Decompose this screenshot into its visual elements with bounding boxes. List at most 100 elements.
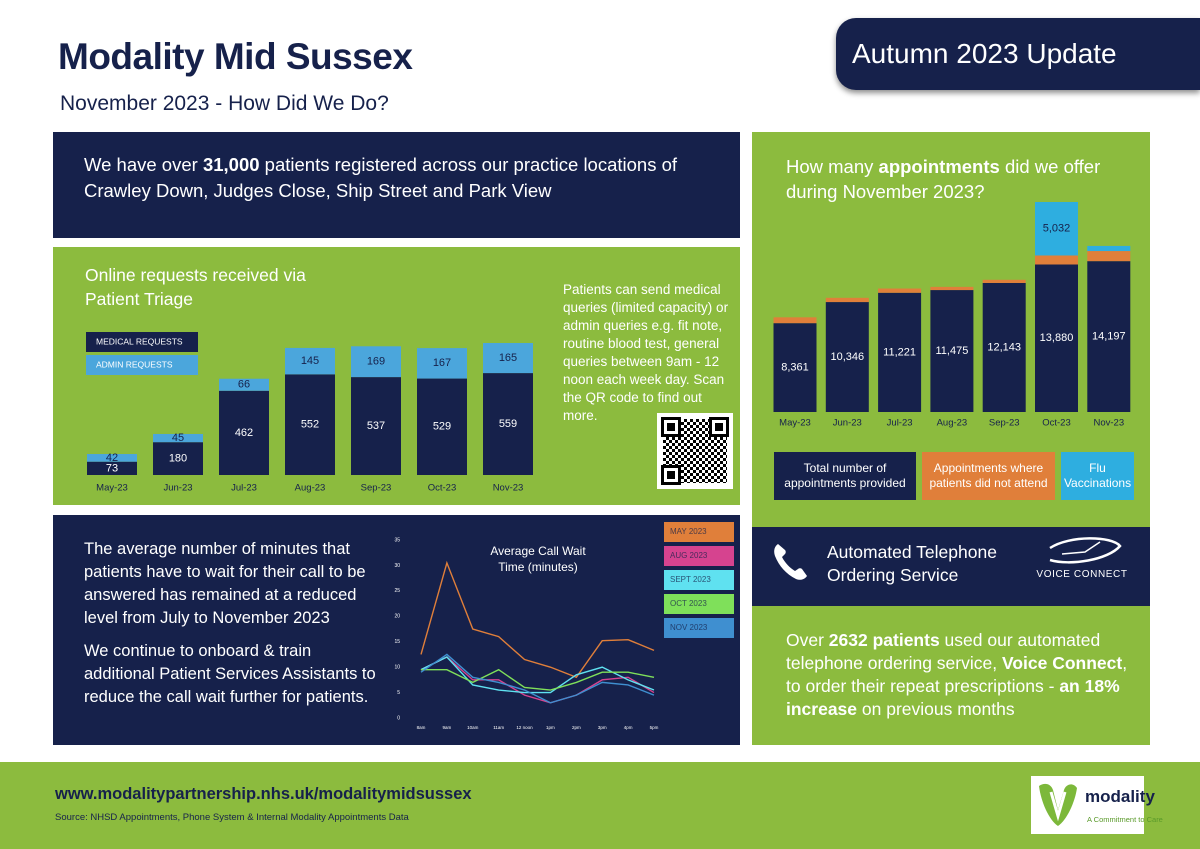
qr-code	[657, 413, 733, 489]
x-tick-label: Sep-23	[361, 483, 392, 494]
text-segment: patients registered across our practice …	[84, 154, 678, 201]
data-label: 559	[499, 418, 517, 430]
legend-label: MEDICAL REQUESTS	[96, 336, 183, 346]
chart-title: How many appointments did we offer durin…	[786, 154, 1126, 204]
qr-finder	[709, 417, 729, 437]
swoosh	[1061, 541, 1101, 555]
legend-swatch	[664, 546, 734, 566]
call-wait-text: The average number of minutes that patie…	[84, 538, 384, 719]
bar-segment	[417, 378, 467, 475]
x-tick-label: 8am	[417, 725, 426, 730]
logo-word: modality	[1085, 787, 1155, 806]
note-text: Patients can send medical queries (limit…	[563, 282, 729, 423]
bar-segment	[825, 302, 869, 412]
x-tick-label: 2pm	[572, 725, 581, 730]
y-tick-label: 25	[394, 588, 400, 594]
legend-swatch	[86, 355, 198, 375]
legend-swatch	[664, 570, 734, 590]
data-label: 5,032	[1043, 223, 1071, 235]
legend-label: ADMIN REQUESTS	[96, 359, 173, 369]
x-tick-label: 12 noon	[516, 725, 533, 730]
bar-segment	[153, 433, 203, 443]
data-label: 165	[499, 352, 517, 364]
x-tick-label: 1pm	[546, 725, 555, 730]
chart-title: Average Call Wait Time (minutes)	[490, 544, 586, 574]
x-tick-label: 3pm	[598, 725, 607, 730]
logo-v	[1049, 791, 1067, 822]
legend-label: OCT 2023	[670, 599, 707, 608]
legend-label: AUG 2023	[670, 551, 708, 560]
phone-shape	[774, 544, 807, 580]
data-label: 45	[172, 432, 184, 444]
paragraph: We continue to onboard & train additiona…	[84, 642, 376, 706]
bar-segment	[285, 374, 335, 475]
x-tick-label: Nov-23	[493, 483, 524, 494]
line-series	[420, 653, 655, 704]
x-tick-label: Nov-23	[1093, 418, 1124, 429]
bar-segment	[1035, 255, 1078, 265]
bar-segment	[825, 297, 869, 303]
y-tick-label: 5	[397, 690, 400, 696]
telephone-band	[752, 527, 1150, 606]
voice-connect-swoosh	[1049, 537, 1122, 564]
y-tick-label: 0	[397, 715, 400, 721]
legend-label: SEPT 2023	[670, 575, 711, 584]
line-series	[420, 656, 655, 704]
page-title: Modality Mid Sussex	[58, 36, 413, 77]
phone-icon	[774, 544, 807, 580]
text-segment: 31,000	[202, 154, 260, 175]
voice-connect-logo: VOICE CONNECT	[1036, 569, 1128, 580]
data-label: 462	[235, 427, 253, 439]
bar-segment	[153, 442, 203, 475]
line-series	[420, 560, 655, 679]
text-segment: , to order their repeat prescriptions -	[786, 653, 1128, 696]
data-label: 169	[367, 356, 385, 368]
legend-swatch	[86, 332, 198, 352]
text-segment: did we offer during November 2023?	[786, 156, 1101, 202]
data-label: 42	[106, 452, 118, 464]
logo-shape	[1039, 783, 1077, 826]
data-label: 537	[367, 420, 385, 432]
x-tick-label: 4pm	[624, 725, 633, 730]
bar-segment	[1035, 202, 1078, 256]
logo-mark	[1039, 783, 1077, 826]
data-label: 145	[301, 355, 319, 367]
x-tick-label: Aug-23	[295, 483, 326, 494]
text-segment: Voice Connect	[1001, 653, 1123, 673]
legend-box: Appointments where patients did not atte…	[922, 452, 1055, 500]
bar-segment	[87, 461, 137, 475]
data-label: 552	[301, 419, 319, 431]
bar-segment	[982, 282, 1026, 412]
qr-finder	[661, 417, 681, 437]
text-segment: appointments	[878, 156, 1000, 177]
bar-segment	[351, 377, 401, 475]
data-label: 14,197	[1092, 330, 1126, 342]
data-label: 10,346	[830, 351, 864, 363]
legend-label: MAY 2023	[670, 527, 707, 536]
bar-segment	[483, 373, 533, 475]
legend-label: NOV 2023	[670, 623, 708, 632]
footer-url: www.modalitypartnership.nhs.uk/modalitym…	[55, 785, 472, 803]
footer-source: Source: NHSD Appointments, Phone System …	[55, 812, 409, 823]
y-tick-label: 20	[394, 614, 400, 620]
logo-box	[1031, 776, 1144, 834]
bar-segment	[773, 323, 817, 412]
intro-panel	[53, 132, 740, 238]
x-tick-label: May-23	[779, 418, 811, 429]
data-label: 167	[433, 357, 451, 369]
text-segment: an 18% increase	[786, 676, 1120, 719]
triage-note: Patients can send medical queries (limit…	[563, 281, 733, 489]
x-tick-label: Jul-23	[887, 418, 913, 429]
legend-swatch	[664, 522, 734, 542]
bar-segment	[1035, 264, 1078, 412]
bar-segment	[351, 346, 401, 378]
legend-box: Flu Vaccinations	[1061, 452, 1134, 500]
x-tick-label: 5pm	[650, 725, 659, 730]
bar-segment	[417, 348, 467, 379]
text-segment: Over	[786, 630, 829, 650]
chart-title: Online requests received via Patient Tri…	[85, 265, 306, 309]
bar-segment	[219, 390, 269, 475]
data-label: 11,221	[883, 346, 916, 358]
footer-band	[0, 762, 1200, 849]
